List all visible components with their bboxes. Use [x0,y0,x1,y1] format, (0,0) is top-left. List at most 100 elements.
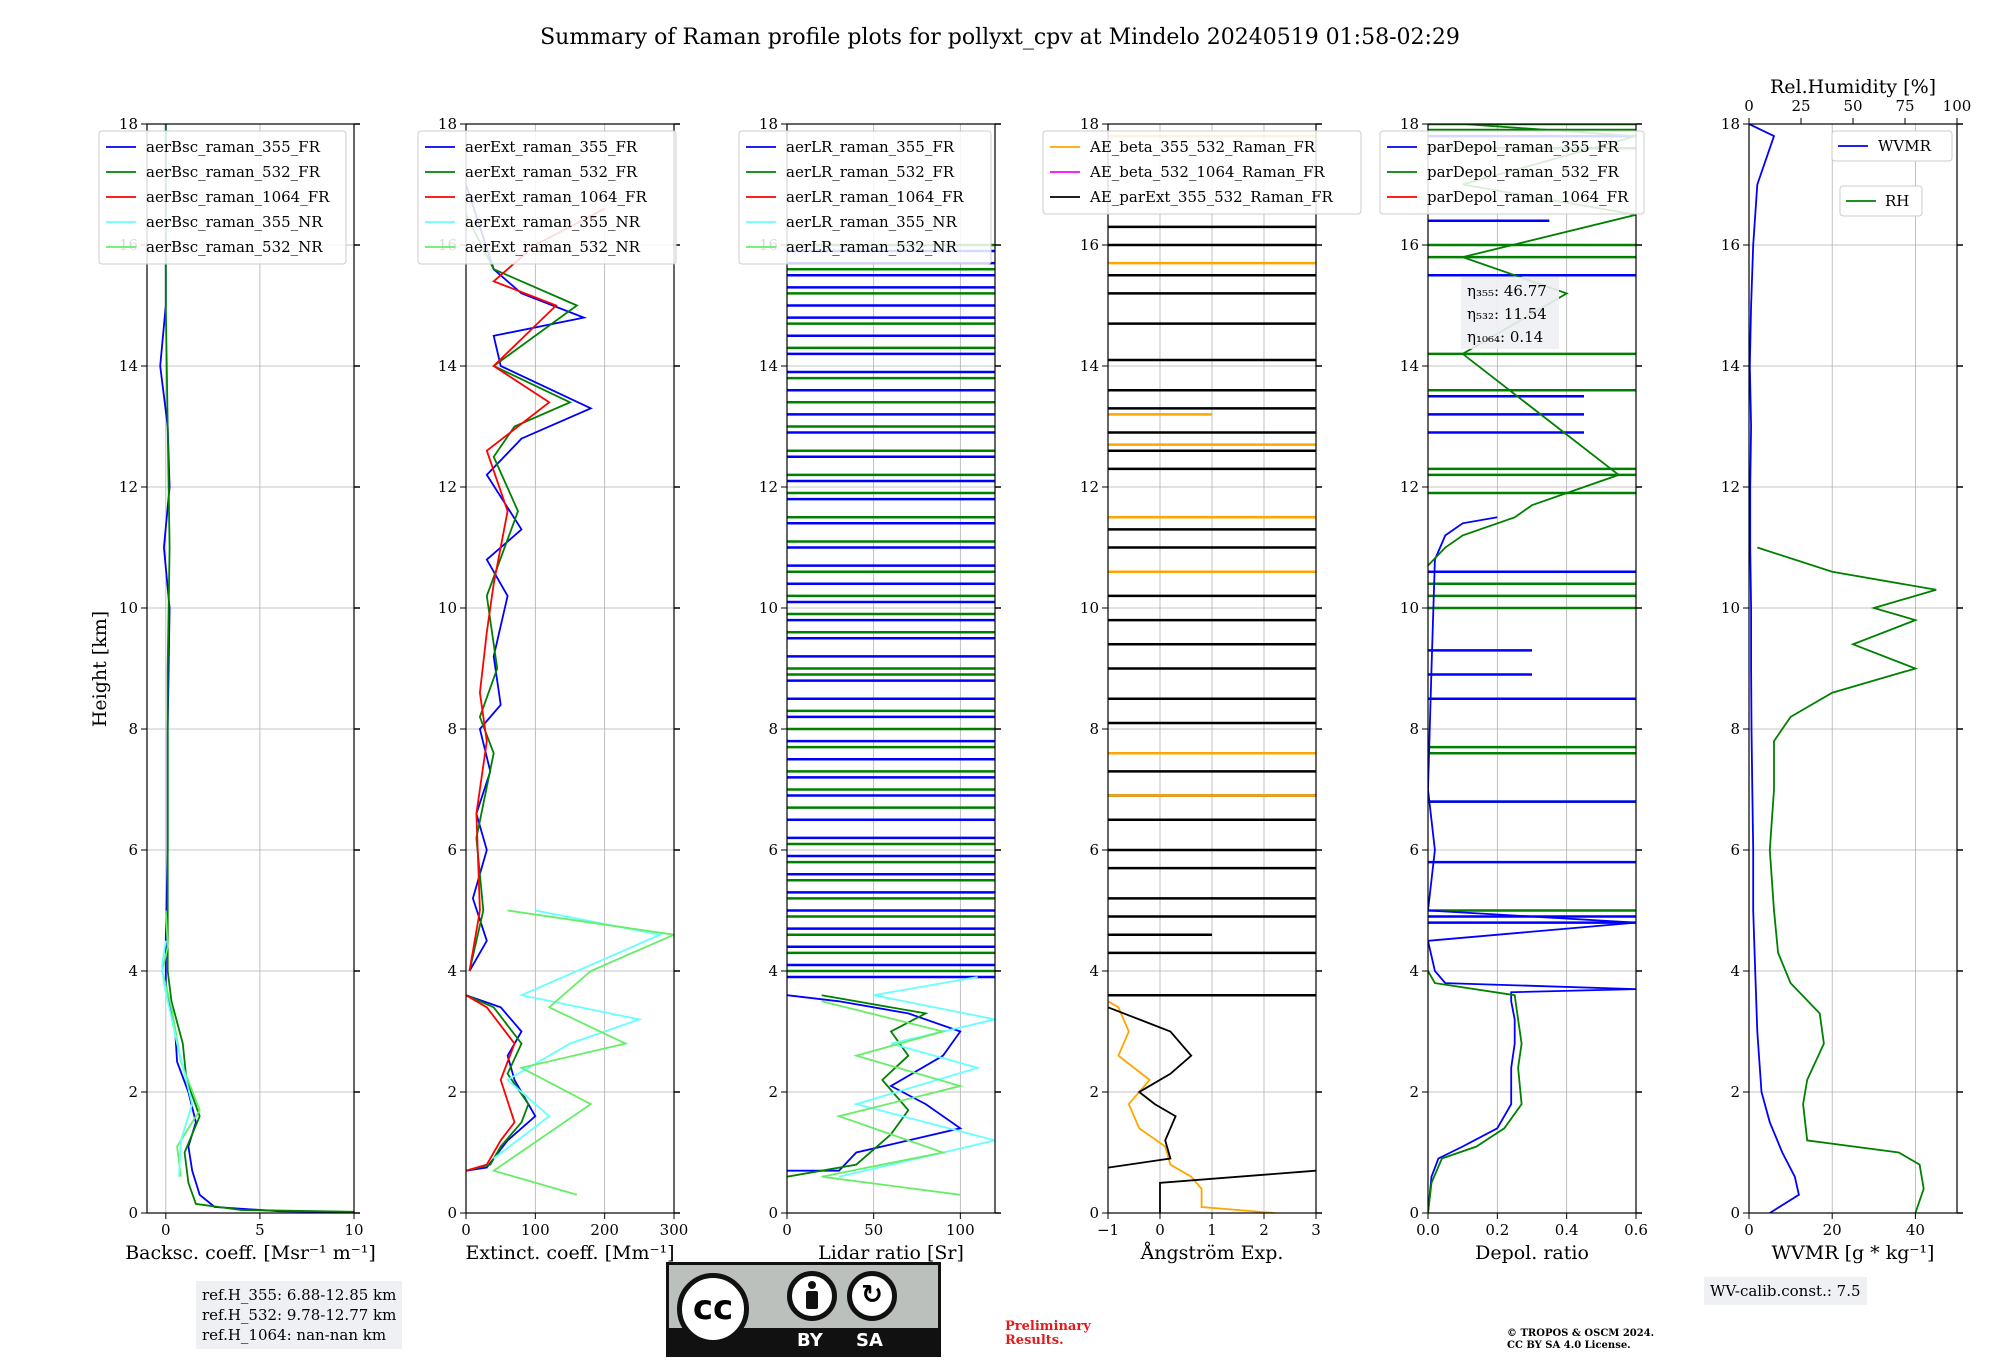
y-tick-label: 10 [759,599,778,617]
series-aerExt_raman_1064_FR_low [466,994,516,1172]
series-RH [1757,546,1937,1213]
legend-frame [417,130,677,265]
y-tick-label: 0 [1089,1204,1099,1222]
x-axis-label: Extinct. coeff. [Mm⁻¹] [465,1242,674,1264]
y-tick-label: 4 [447,962,457,980]
eta-annotation: η₃₅₅: 46.77 η₅₃₂: 11.54 η₁₀₆₄: 0.14 [1461,277,1559,349]
y-tick-label: 18 [759,115,778,133]
x-tick-label: −1 [1097,1221,1119,1239]
y-tick-label: 10 [119,599,138,617]
ref-h-1064: ref.H_1064: nan-nan km [202,1326,387,1344]
series-aerLR_raman_355_NR [838,976,995,1178]
legend-entry: aerLR_raman_1064_FR [786,188,964,206]
plot-area [159,124,354,1213]
legend-wvmr: WVMR [1831,130,1953,162]
series-aerExt_raman_532_NR [491,909,674,1196]
panel-5: 0 2 4 6 8 10 12 14 16 18 0.0 0.2 0.4 0.6 Depol. ratio p… [1379,115,1648,1264]
y-tick-label: 4 [128,962,138,980]
y-tick-label: 2 [1730,1083,1740,1101]
x-axis-label: Backsc. coeff. [Msr⁻¹ m⁻¹] [125,1242,376,1264]
legend-entry: aerLR_raman_532_FR [786,163,955,181]
top-tick-label: 50 [1843,97,1862,115]
y-tick-label: 8 [1730,720,1740,738]
x-tick-label: 0.4 [1555,1221,1579,1239]
plot-area [466,184,674,1196]
plot-area [787,243,995,1196]
x-tick-label: 100 [946,1221,975,1239]
x-tick-label: 0.2 [1485,1221,1509,1239]
x-tick-label: 40 [1906,1221,1925,1239]
legend-entry: parDepol_raman_1064_FR [1427,188,1629,206]
cc-icon: cc [677,1273,749,1345]
reference-height-box: ref.H_355: 6.88-12.85 km ref.H_532: 9.78… [196,1281,403,1349]
y-tick-label: 8 [1089,720,1099,738]
y-tick-label: 16 [1400,236,1419,254]
y-tick-label: 4 [1730,962,1740,980]
y-tick-label: 4 [1089,962,1099,980]
cc-by-label: BY [797,1330,823,1351]
legend: aerBsc_raman_355_FR aerBsc_raman_532_FRae… [98,130,347,265]
x-tick-label: 0 [1744,1221,1754,1239]
axes-frame [786,123,996,1214]
series-parDepol_raman_532_FR [1428,970,1523,1213]
legend: aerExt_raman_355_FR aerExt_raman_532_FRae… [417,130,677,265]
y-tick-label: 0 [1730,1204,1740,1222]
legend-frame [1042,130,1362,215]
y-tick-label: 6 [1089,841,1099,859]
legend-frame [1839,185,1923,217]
y-tick-label: 18 [1400,115,1419,133]
series-AE_parExt_355_532_Raman_FR_2 [1159,1169,1316,1213]
eta-value: η₁₀₆₄: 0.14 [1467,328,1543,346]
y-tick-label: 0 [768,1204,778,1222]
x-axis-label: Ångström Exp. [1140,1242,1284,1264]
series-aerExt_raman_355_FR_low [466,994,537,1172]
cc-license-badge[interactable]: BY SA cc ↻ [666,1262,941,1357]
cc-sa-label: SA [856,1330,883,1351]
y-tick-label: 14 [438,357,457,375]
ref-h-532: ref.H_532: 9.78-12.77 km [202,1306,397,1324]
y-tick-label: 6 [1409,841,1419,859]
y-tick-label: 18 [1080,115,1099,133]
legend: AE_beta_355_532_Raman_FR AE_beta_532_1064… [1042,130,1362,215]
y-tick-label: 4 [1409,962,1419,980]
series-AE_beta_355_532_Raman_FR [1108,1000,1275,1213]
y-tick-label: 10 [1080,599,1099,617]
y-tick-label: 0 [1409,1204,1419,1222]
top-tick-label: 75 [1895,97,1914,115]
legend-entry: WVMR [1878,137,1932,155]
y-axis-label: Height [km] [89,611,111,727]
series-aerBsc_raman_532_NR [161,910,201,1177]
x-tick-label: 50 [864,1221,883,1239]
copyright-line-1: © TROPOS & OSCM 2024. [1507,1328,1655,1339]
x-tick-label: 5 [255,1221,265,1239]
legend-frame [738,130,992,265]
wv-calib-box: WV-calib.const.: 7.5 [1704,1277,1867,1305]
axes-frame [1748,123,1958,1214]
x-tick-label: 0 [782,1221,792,1239]
plot-area [1108,134,1316,1213]
legend-entry: aerExt_raman_532_FR [465,163,638,181]
series-AE_parExt_355_532_Raman_FR [1108,1006,1193,1169]
legend-entry: aerBsc_raman_532_FR [146,163,321,181]
legend-frame [1379,130,1645,215]
annotation-box [1461,277,1559,349]
legend-entry: aerBsc_raman_355_NR [146,213,323,231]
x-tick-label: 0 [461,1221,471,1239]
x-tick-label: 3 [1311,1221,1321,1239]
series-aerBsc_raman_532_FR [164,124,354,1213]
series-aerExt_raman_532_FR [466,214,579,972]
y-tick-label: 2 [768,1083,778,1101]
x-tick-label: 2 [1259,1221,1269,1239]
x-tick-label: 0 [161,1221,171,1239]
y-tick-label: 10 [1721,599,1740,617]
legend-entry: RH [1885,192,1909,210]
legend-entry: aerExt_raman_355_NR [465,213,641,231]
y-tick-label: 12 [1080,478,1099,496]
legend-entry: parDepol_raman_532_FR [1427,163,1620,181]
x-axis-label: WVMR [g * kg⁻¹] [1772,1242,1935,1264]
y-tick-label: 6 [447,841,457,859]
x-tick-label: 20 [1823,1221,1842,1239]
preliminary-line-2: Results. [1005,1333,1064,1348]
panel-2: 0246810121416180100200300Extinct. coeff.… [417,115,688,1264]
y-tick-label: 18 [119,115,138,133]
